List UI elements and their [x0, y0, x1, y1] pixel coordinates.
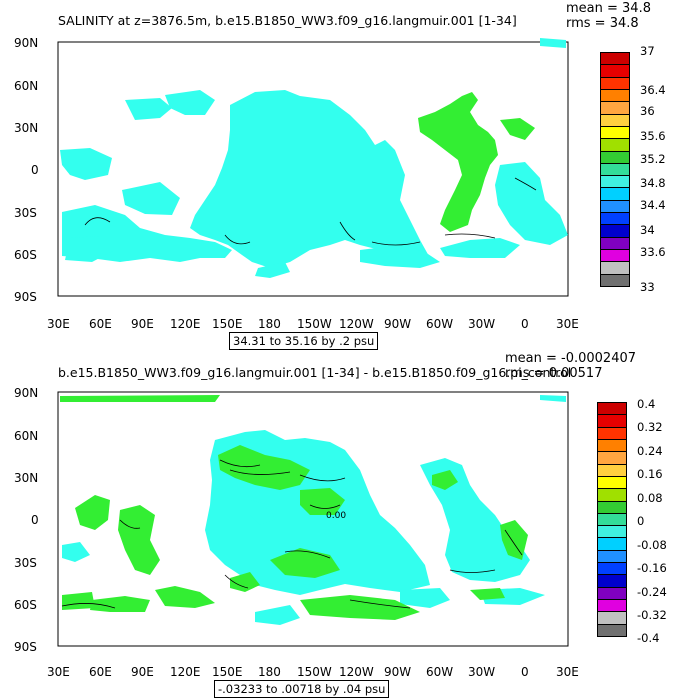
lat-label: 0: [31, 513, 39, 527]
lon-label: 90W: [384, 665, 412, 679]
lon-label: 180: [258, 317, 281, 331]
colorbar-label: 0.08: [637, 491, 663, 505]
colorbar-swatch: [597, 574, 627, 588]
colorbar-swatch: [597, 599, 627, 613]
colorbar-label: 34: [640, 223, 655, 237]
colorbar-label: 0.32: [637, 420, 663, 434]
colorbar-label: 35.6: [640, 129, 666, 143]
colorbar-swatch: [597, 623, 627, 637]
panel1-high-salinity-fill: [418, 92, 535, 232]
panel2-contour-label: 0.00: [326, 511, 346, 521]
colorbar-label: 37: [640, 44, 655, 58]
lon-label: 90W: [384, 317, 412, 331]
colorbar-swatch: [597, 463, 627, 477]
colorbar-label: 0.24: [637, 444, 663, 458]
colorbar-swatch: [597, 586, 627, 601]
colorbar-swatch: [597, 525, 627, 539]
colorbar-label: -0.32: [637, 608, 667, 622]
colorbar-swatch: [597, 414, 627, 428]
colorbar-label: 33.6: [640, 245, 666, 259]
lat-label: 30S: [14, 556, 37, 570]
colorbar-label: 0.4: [637, 397, 656, 411]
lon-label: 30W: [468, 317, 496, 331]
panel1-contours: [84, 177, 537, 246]
panel1-ocean-fill: [60, 38, 568, 278]
panel2-range-box: -.03233 to .00718 by .04 psu: [214, 680, 390, 698]
lon-label: 60W: [426, 317, 454, 331]
lat-label: 90N: [14, 36, 39, 50]
panel1-range-box: 34.31 to 35.16 by .2 psu: [229, 332, 379, 350]
colorbar-swatch: [597, 438, 627, 453]
lon-label: 150W: [297, 665, 332, 679]
colorbar-label: -0.16: [637, 561, 667, 575]
panel1-title: SALINITY at z=3876.5m, b.e15.B1850_WW3.f…: [58, 13, 517, 28]
panel2-mean: mean = -0.0002407: [505, 351, 637, 366]
lon-label: 30W: [468, 665, 496, 679]
lon-label: 150E: [212, 317, 243, 331]
panel1-mean: mean = 34.8: [566, 1, 651, 16]
lat-label: 60S: [14, 248, 37, 262]
lat-label: 30N: [14, 471, 39, 485]
colorbar-swatch: [597, 549, 627, 564]
lon-label: 0: [521, 665, 529, 679]
lat-label: 30S: [14, 206, 37, 220]
panel2-contours: [61, 459, 523, 609]
colorbar-label: -0.08: [637, 538, 667, 552]
colorbar-swatch: [597, 500, 627, 514]
lon-label: 60E: [89, 317, 112, 331]
colorbar-label: 35.2: [640, 152, 666, 166]
lon-label: 60W: [426, 665, 454, 679]
panel2-rms: rms = 0.00517: [505, 366, 603, 381]
colorbar-swatch: [597, 562, 627, 576]
colorbar-label: 34.8: [640, 176, 666, 190]
colorbar-swatch: [597, 475, 627, 490]
lon-label: 120E: [170, 665, 201, 679]
lon-label: 180: [258, 665, 281, 679]
panel1-rms: rms = 34.8: [566, 16, 639, 31]
lon-label: 90E: [131, 665, 154, 679]
lon-label: 30E: [556, 317, 579, 331]
panel2-positive-fill: [60, 395, 528, 620]
lon-label: 120W: [339, 317, 374, 331]
colorbar-label: 34.4: [640, 198, 666, 212]
colorbar-label: -0.24: [637, 585, 667, 599]
colorbar-label: 0.16: [637, 467, 663, 481]
lon-label: 0: [521, 317, 529, 331]
colorbar-swatch: [597, 611, 627, 625]
colorbar-swatch: [597, 488, 627, 502]
lon-label: 30E: [47, 665, 70, 679]
lat-label: 30N: [14, 121, 39, 135]
panel2-colorbar: 0.4 0.32 0.24 0.16 0.08 0 -0.08 -0.16 -0…: [597, 397, 697, 645]
lon-label: 30E: [556, 665, 579, 679]
lon-label: 120E: [170, 317, 201, 331]
colorbar-label: 36: [640, 104, 655, 118]
lon-label: 150E: [212, 665, 243, 679]
lat-label: 60N: [14, 79, 39, 93]
colorbar-swatch: [597, 537, 627, 551]
lat-label: 60S: [14, 598, 37, 612]
colorbar-swatch: [600, 273, 630, 287]
lat-label: 90S: [14, 640, 37, 654]
colorbar-label: -0.4: [637, 631, 660, 645]
lon-label: 120W: [339, 665, 374, 679]
colorbar-swatch: [597, 451, 627, 465]
lat-label: 90S: [14, 290, 37, 304]
lat-label: 0: [31, 163, 39, 177]
lat-label: 60N: [14, 429, 39, 443]
lon-label: 90E: [131, 317, 154, 331]
panel1-colorbar: 37 36.4 36 35.6 35.2 34.8 34.4 34 33.6 3…: [600, 44, 700, 294]
colorbar-swatch: [597, 512, 627, 527]
colorbar-swatch: [597, 426, 627, 440]
colorbar-label: 36.4: [640, 83, 666, 97]
colorbar-label: 0: [637, 514, 645, 528]
lon-label: 150W: [297, 317, 332, 331]
colorbar-swatch: [597, 402, 627, 416]
lon-label: 60E: [89, 665, 112, 679]
lat-label: 90N: [14, 386, 39, 400]
panel2-title: b.e15.B1850_WW3.f09_g16.langmuir.001 [1-…: [58, 367, 572, 380]
lon-label: 30E: [47, 317, 70, 331]
colorbar-label: 33: [640, 280, 655, 294]
